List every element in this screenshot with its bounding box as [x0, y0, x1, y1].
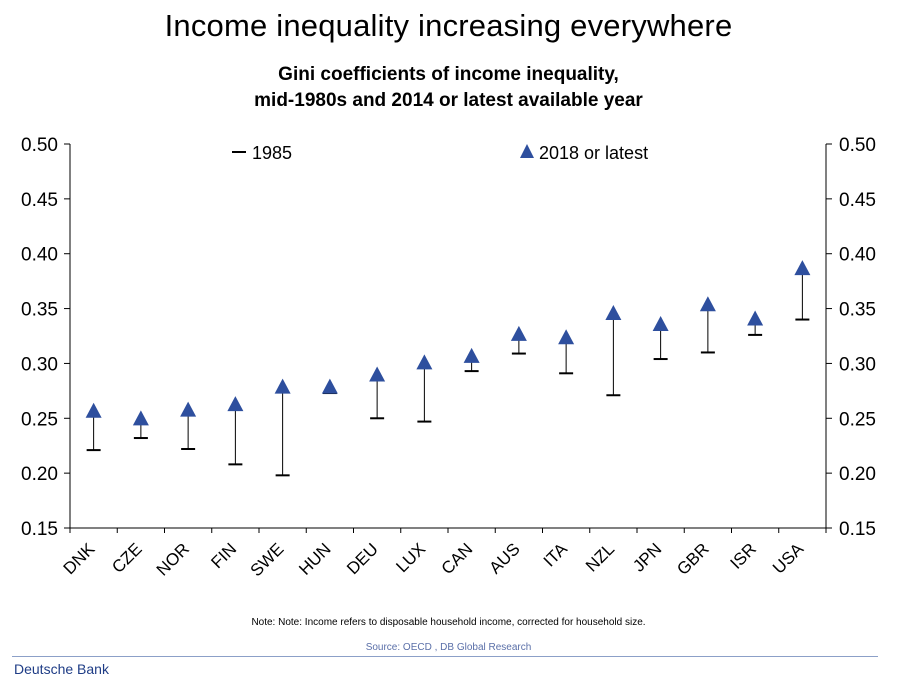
legend-latest-label: 2018 or latest — [539, 143, 648, 163]
category-label-nzl: NZL — [582, 539, 618, 575]
category-label-hun: HUN — [295, 539, 334, 578]
brand-logo-text: Deutsche Bank — [14, 661, 109, 677]
legend-latest-triangle — [520, 144, 534, 158]
series-latest-markers — [85, 260, 811, 426]
right-y-tick-label: 0.50 — [839, 135, 876, 156]
right-y-tick-label: 0.45 — [839, 190, 876, 211]
marker-latest-can — [463, 347, 480, 363]
marker-latest-cze — [132, 410, 149, 426]
category-label-usa: USA — [769, 539, 808, 578]
category-label-deu: DEU — [343, 539, 382, 578]
left-y-tick-label: 0.30 — [21, 354, 58, 375]
left-y-tick-label: 0.15 — [21, 519, 58, 540]
marker-latest-usa — [794, 260, 811, 276]
chart-title: Income inequality increasing everywhere — [164, 8, 733, 43]
category-label-fin: FIN — [207, 539, 240, 572]
legend-1985-label: 1985 — [252, 143, 292, 163]
legend: 1985 2018 or latest — [232, 143, 648, 163]
category-label-swe: SWE — [247, 539, 288, 580]
category-label-can: CAN — [438, 539, 477, 578]
marker-latest-jpn — [652, 316, 669, 332]
right-y-tick-label: 0.15 — [839, 519, 876, 540]
marker-latest-hun — [321, 378, 338, 394]
chart-note: Note: Note: Income refers to disposable … — [251, 617, 646, 628]
marker-latest-nzl — [605, 305, 622, 321]
right-y-tick-label: 0.30 — [839, 354, 876, 375]
chart-subtitle: Gini coefficients of income inequality, … — [0, 62, 897, 114]
marker-latest-lux — [416, 354, 433, 370]
right-y-tick-label: 0.35 — [839, 300, 876, 321]
left-y-axis-ticks: 0.50 0.45 0.40 0.35 0.30 0.25 0.20 0.15 — [21, 135, 70, 540]
series-1985-markers — [86, 318, 810, 477]
chart-source: Source: OECD , DB Global Research — [365, 642, 532, 653]
subtitle-line-1: Gini coefficients of income inequality, — [278, 64, 619, 85]
category-label-nor: NOR — [153, 539, 193, 579]
marker-latest-nor — [180, 401, 197, 417]
marker-latest-fin — [227, 396, 244, 412]
marker-latest-gbr — [699, 296, 716, 312]
right-y-tick-label: 0.20 — [839, 464, 876, 485]
category-label-ita: ITA — [540, 539, 572, 571]
category-labels: DNK CZE NOR FIN SWE HUN DEU LUX CAN AUS ITA NZL JPN G… — [60, 539, 808, 580]
marker-latest-ita — [558, 329, 575, 345]
right-y-tick-label: 0.25 — [839, 409, 876, 430]
left-y-tick-label: 0.25 — [21, 409, 58, 430]
marker-latest-dnk — [85, 402, 102, 418]
chart-axes — [69, 144, 827, 533]
left-y-tick-label: 0.40 — [21, 245, 58, 266]
marker-latest-deu — [369, 366, 386, 382]
subtitle-line-2: mid-1980s and 2014 or latest available y… — [254, 90, 643, 111]
left-y-tick-label: 0.45 — [21, 190, 58, 211]
footer-divider — [12, 656, 878, 657]
category-label-gbr: GBR — [673, 539, 712, 578]
left-y-tick-label: 0.50 — [21, 135, 58, 156]
right-y-axis-ticks: 0.50 0.45 0.40 0.35 0.30 0.25 0.20 0.15 — [826, 135, 876, 540]
category-label-cze: CZE — [108, 539, 145, 576]
category-label-lux: LUX — [392, 539, 429, 576]
category-label-isr: ISR — [726, 539, 759, 572]
category-label-jpn: JPN — [629, 539, 665, 575]
left-y-tick-label: 0.20 — [21, 464, 58, 485]
marker-latest-aus — [510, 325, 527, 341]
change-stems — [93, 269, 803, 476]
category-label-aus: AUS — [486, 539, 524, 577]
category-label-dnk: DNK — [60, 539, 99, 578]
right-y-tick-label: 0.40 — [839, 245, 876, 266]
left-y-tick-label: 0.35 — [21, 300, 58, 321]
marker-latest-swe — [274, 378, 291, 394]
marker-latest-isr — [747, 310, 764, 326]
